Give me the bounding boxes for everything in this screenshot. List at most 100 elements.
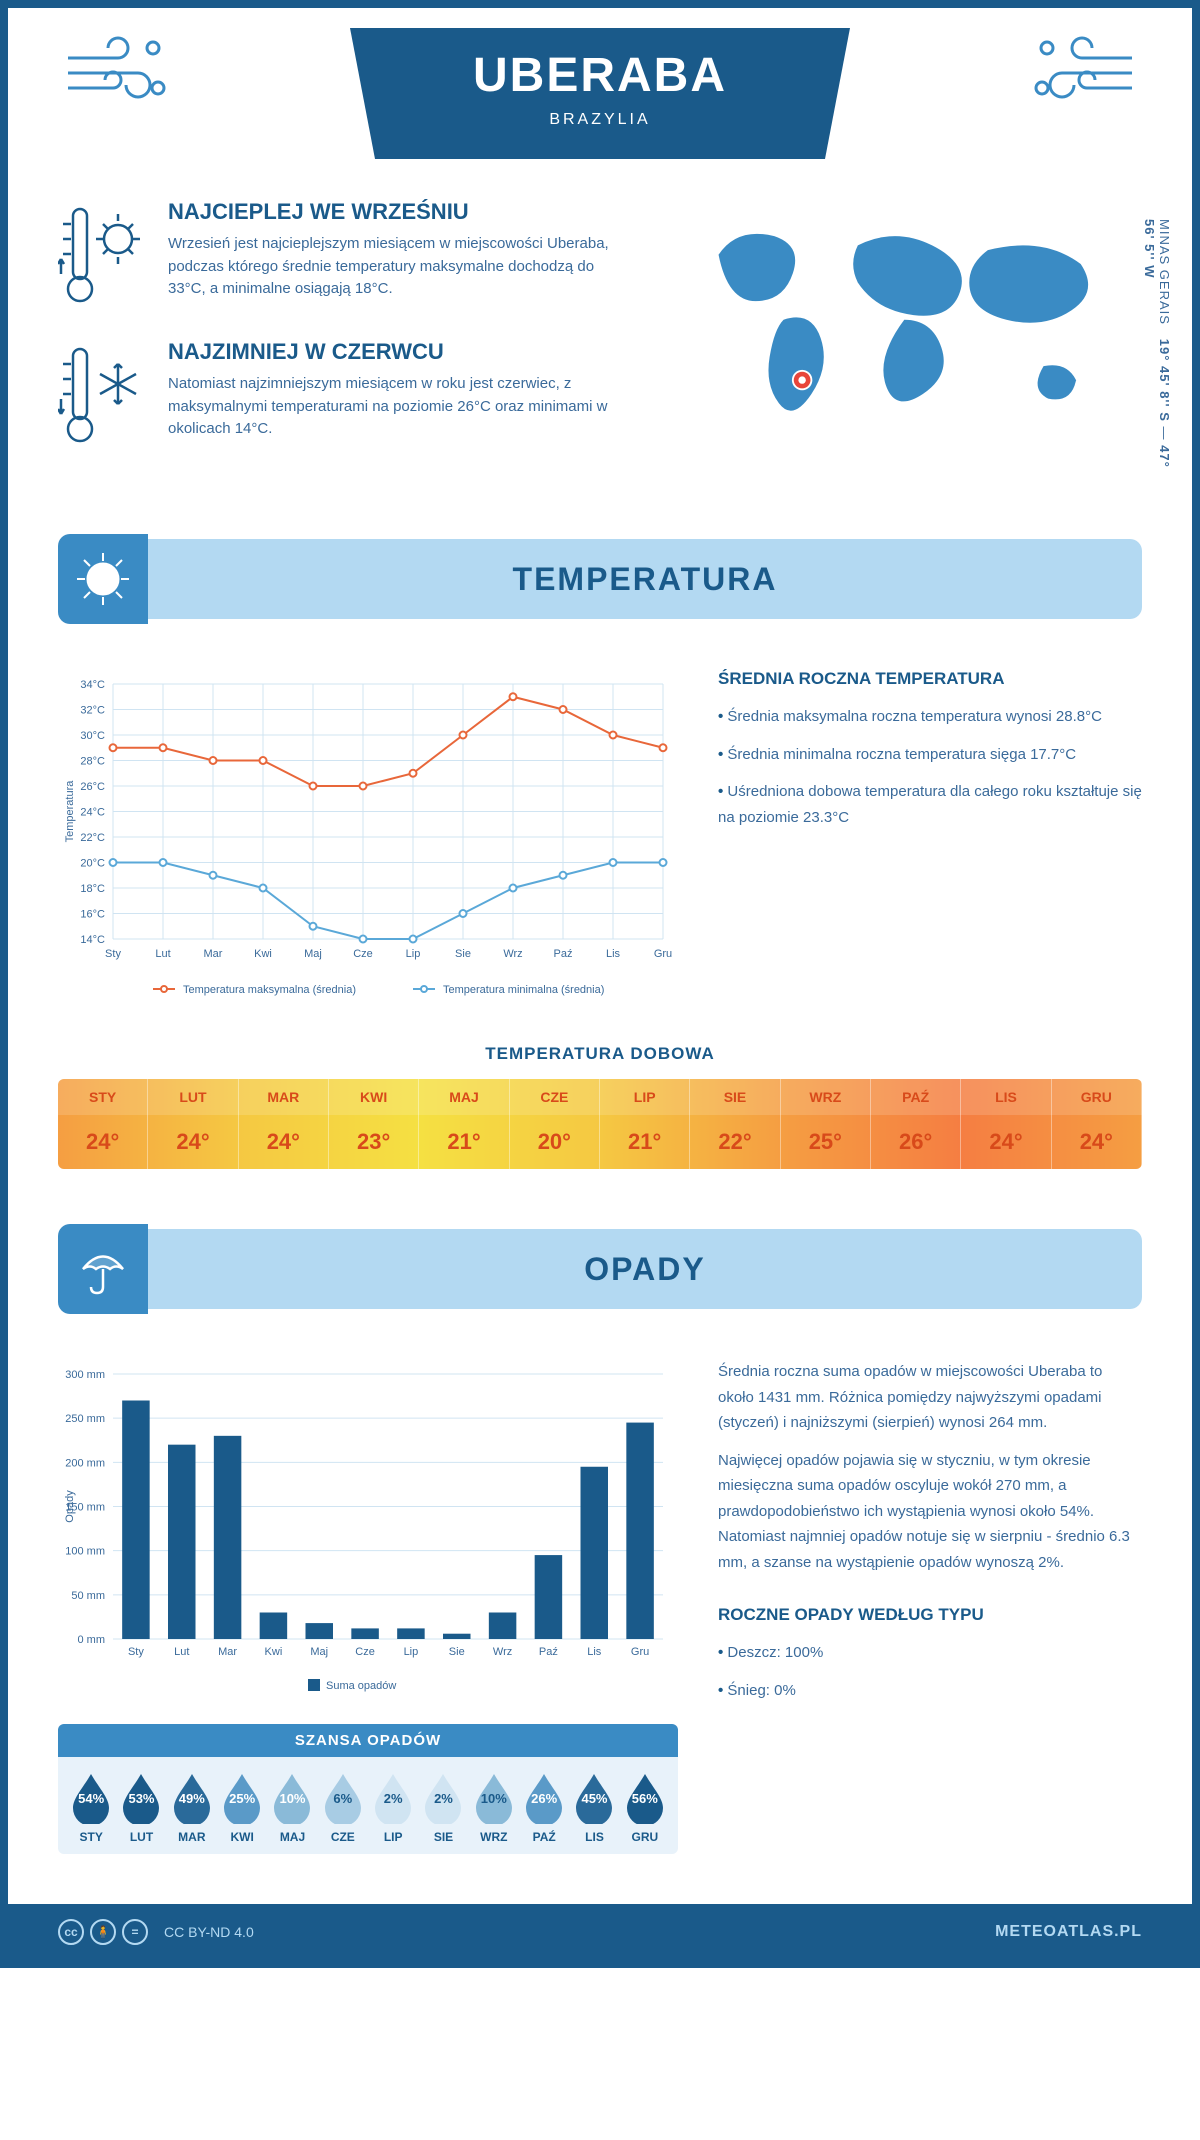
precip-by-type-list: Deszcz: 100%Śnieg: 0% [718,1640,1142,1703]
temp-table-header: CZE [510,1079,600,1115]
svg-text:Wrz: Wrz [503,948,522,960]
svg-text:Lis: Lis [587,1646,602,1658]
temp-table-cell: 22° [690,1115,780,1169]
svg-text:200 mm: 200 mm [65,1457,105,1469]
daily-temp-title: TEMPERATURA DOBOWA [58,1044,1142,1064]
drop-col: 10% MAJ [269,1772,315,1844]
svg-text:Lut: Lut [174,1646,189,1658]
svg-text:50 mm: 50 mm [71,1590,105,1602]
temp-table-header: MAJ [419,1079,509,1115]
temp-table-cell: 24° [239,1115,329,1169]
svg-text:Kwi: Kwi [254,948,272,960]
svg-text:Wrz: Wrz [493,1646,512,1658]
svg-text:Maj: Maj [304,948,322,960]
svg-text:100 mm: 100 mm [65,1546,105,1558]
footer: cc 🧍 = CC BY-ND 4.0 METEOATLAS.PL [8,1904,1192,1960]
svg-text:Sie: Sie [449,1646,465,1658]
temp-table-header: LUT [148,1079,238,1115]
temp-table-cell: 24° [1052,1115,1142,1169]
coordinates: MINAS GERAIS 19° 45' 8'' S — 47° 56' 5''… [1142,219,1172,479]
precipitation-section-header: OPADY [58,1229,1142,1309]
temp-table-header: SIE [690,1079,780,1115]
sun-icon [58,534,148,624]
title-banner: UBERABA BRAZYLIA [350,28,850,159]
license-text: CC BY-ND 4.0 [164,1924,254,1940]
temp-summary-list: Średnia maksymalna roczna temperatura wy… [718,704,1142,830]
svg-text:Lip: Lip [406,948,421,960]
drop-col: 45% LIS [571,1772,617,1844]
drop-col: 49% MAR [169,1772,215,1844]
svg-text:Cze: Cze [353,948,373,960]
svg-text:26°C: 26°C [80,781,105,793]
country-subtitle: BRAZYLIA [430,111,770,129]
cc-icon: cc [58,1919,84,1945]
svg-text:Paź: Paź [539,1646,558,1658]
temp-table-header: WRZ [781,1079,871,1115]
drop-col: 25% KWI [219,1772,265,1844]
svg-text:34°C: 34°C [80,679,105,691]
thermometer-sun-icon [58,199,148,309]
svg-text:Lip: Lip [404,1646,419,1658]
svg-text:Sty: Sty [105,948,121,960]
temp-summary-item: Uśredniona dobowa temperatura dla całego… [718,779,1142,830]
temp-table-header: PAŹ [871,1079,961,1115]
svg-text:Temperatura: Temperatura [64,780,76,843]
svg-text:250 mm: 250 mm [65,1413,105,1425]
world-map [667,199,1142,459]
umbrella-icon [58,1224,148,1314]
temp-summary-item: Średnia maksymalna roczna temperatura wy… [718,704,1142,730]
drop-col: 26% PAŹ [521,1772,567,1844]
svg-text:Paź: Paź [554,948,573,960]
precip-by-type-title: ROCZNE OPADY WEDŁUG TYPU [718,1605,1142,1625]
temp-table-cell: 26° [871,1115,961,1169]
svg-text:22°C: 22°C [80,832,105,844]
svg-text:32°C: 32°C [80,705,105,717]
temperature-section-header: TEMPERATURA [58,539,1142,619]
by-icon: 🧍 [90,1919,116,1945]
svg-text:Temperatura minimalna (średnia: Temperatura minimalna (średnia) [443,984,604,996]
precip-type-item: Deszcz: 100% [718,1640,1142,1666]
drop-col: 10% WRZ [471,1772,517,1844]
rain-chance-drops: 54% STY 53% LUT 49% MAR 25% KWI 10% MAJ … [58,1757,678,1854]
svg-text:20°C: 20°C [80,858,105,870]
svg-text:Gru: Gru [654,948,672,960]
temp-table-cell: 24° [961,1115,1051,1169]
intro-section: NAJCIEPLEJ WE WRZEŚNIU Wrzesień jest naj… [8,159,1192,519]
svg-text:300 mm: 300 mm [65,1369,105,1381]
brand: METEOATLAS.PL [995,1923,1142,1941]
svg-text:Kwi: Kwi [265,1646,283,1658]
svg-text:Suma opadów: Suma opadów [326,1680,396,1692]
svg-text:16°C: 16°C [80,909,105,921]
drop-col: 2% SIE [420,1772,466,1844]
temp-table-cell: 21° [600,1115,690,1169]
temp-table-header: LIS [961,1079,1051,1115]
drop-col: 54% STY [68,1772,114,1844]
rain-chance-title: SZANSA OPADÓW [58,1724,678,1757]
precip-text-2: Najwięcej opadów pojawia się w styczniu,… [718,1448,1142,1576]
temp-table-cell: 25° [781,1115,871,1169]
svg-text:Gru: Gru [631,1646,649,1658]
precipitation-chart: 0 mm50 mm100 mm150 mm200 mm250 mm300 mmO… [58,1359,678,1699]
temp-table-header: STY [58,1079,148,1115]
svg-text:28°C: 28°C [80,756,105,768]
temp-table-cell: 23° [329,1115,419,1169]
temp-summary-item: Średnia minimalna roczna temperatura się… [718,742,1142,768]
svg-text:Lut: Lut [155,948,170,960]
temp-table-cell: 21° [419,1115,509,1169]
svg-text:Lis: Lis [606,948,621,960]
temp-table-header: LIP [600,1079,690,1115]
svg-text:18°C: 18°C [80,883,105,895]
precip-text-1: Średnia roczna suma opadów w miejscowośc… [718,1359,1142,1436]
coldest-title: NAJZIMNIEJ W CZERWCU [168,339,627,365]
city-title: UBERABA [430,48,770,103]
svg-text:Mar: Mar [204,948,223,960]
coldest-block: NAJZIMNIEJ W CZERWCU Natomiast najzimnie… [58,339,627,449]
svg-text:Sie: Sie [455,948,471,960]
svg-text:Temperatura maksymalna (średni: Temperatura maksymalna (średnia) [183,984,356,996]
warmest-title: NAJCIEPLEJ WE WRZEŚNIU [168,199,627,225]
svg-text:Maj: Maj [310,1646,328,1658]
temp-table-header: GRU [1052,1079,1142,1115]
svg-text:24°C: 24°C [80,807,105,819]
drop-col: 2% LIP [370,1772,416,1844]
drop-col: 53% LUT [118,1772,164,1844]
